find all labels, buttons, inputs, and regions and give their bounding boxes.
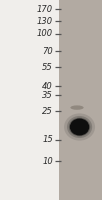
Text: 55: 55 xyxy=(42,62,53,72)
Ellipse shape xyxy=(70,118,89,136)
Ellipse shape xyxy=(67,116,92,138)
Bar xyxy=(59,0,102,200)
Text: 35: 35 xyxy=(42,90,53,99)
Text: 70: 70 xyxy=(42,46,53,55)
Text: 40: 40 xyxy=(42,82,53,90)
Text: 130: 130 xyxy=(37,17,53,25)
Text: 100: 100 xyxy=(37,29,53,38)
Ellipse shape xyxy=(70,105,84,110)
Text: 10: 10 xyxy=(42,156,53,166)
Text: 15: 15 xyxy=(42,136,53,144)
Ellipse shape xyxy=(69,118,90,136)
Ellipse shape xyxy=(64,113,95,141)
Text: 170: 170 xyxy=(37,4,53,14)
Text: 25: 25 xyxy=(42,106,53,116)
